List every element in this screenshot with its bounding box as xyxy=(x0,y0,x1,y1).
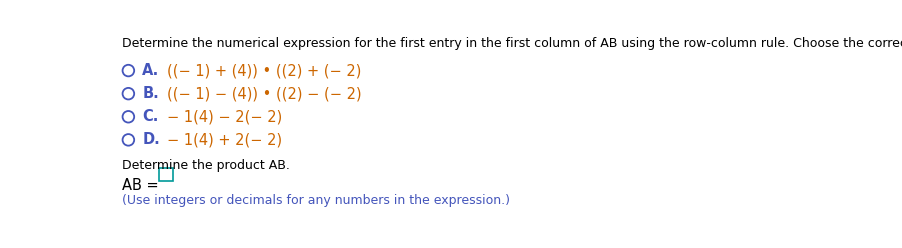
Text: (Use integers or decimals for any numbers in the expression.): (Use integers or decimals for any number… xyxy=(122,194,510,207)
Text: D.: D. xyxy=(143,132,160,147)
Text: − 1(4) + 2(− 2): − 1(4) + 2(− 2) xyxy=(167,132,282,147)
Text: Determine the numerical expression for the first entry in the first column of AB: Determine the numerical expression for t… xyxy=(122,37,902,50)
Text: C.: C. xyxy=(143,109,159,124)
Text: − 1(4) − 2(− 2): − 1(4) − 2(− 2) xyxy=(167,109,282,124)
Text: B.: B. xyxy=(143,86,159,101)
Text: Determine the product AB.: Determine the product AB. xyxy=(122,159,290,172)
Text: ((− 1) − (4)) • ((2) − (− 2): ((− 1) − (4)) • ((2) − (− 2) xyxy=(167,86,362,101)
Text: A.: A. xyxy=(143,63,160,78)
FancyBboxPatch shape xyxy=(159,168,173,181)
Text: ((− 1) + (4)) • ((2) + (− 2): ((− 1) + (4)) • ((2) + (− 2) xyxy=(167,63,361,78)
Text: AB =: AB = xyxy=(122,178,159,193)
